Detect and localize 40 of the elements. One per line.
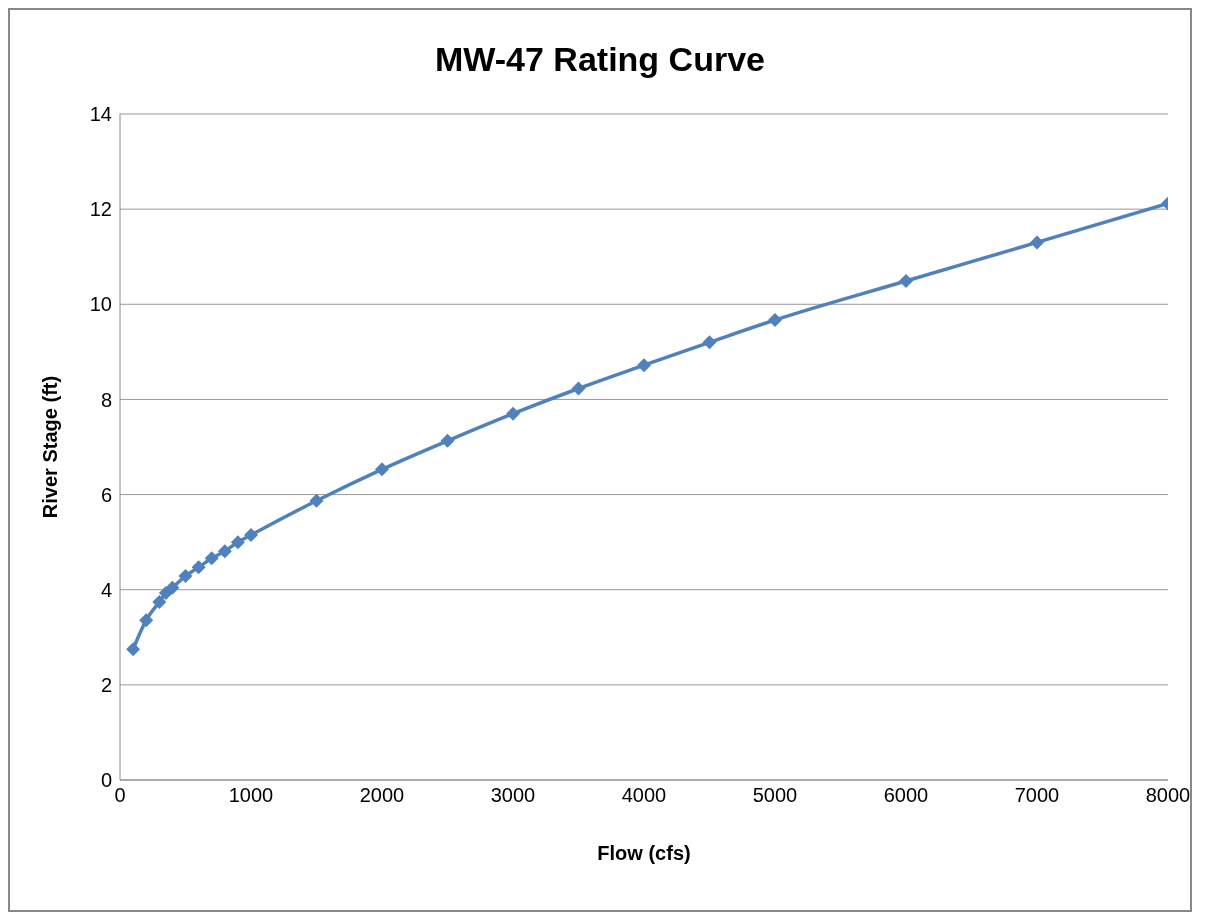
chart-title: MW-47 Rating Curve xyxy=(434,40,766,79)
point xyxy=(309,493,324,508)
point xyxy=(768,312,782,327)
y-axis-title: River Stage (ft) xyxy=(39,375,62,519)
point xyxy=(637,358,651,373)
point xyxy=(152,595,167,610)
point xyxy=(702,335,717,350)
point xyxy=(440,433,455,448)
x-tick-label: 7000 xyxy=(1014,784,1060,807)
point xyxy=(165,580,180,595)
x-tick-label: 5000 xyxy=(752,784,798,807)
x-tick-label: 0 xyxy=(114,784,126,807)
point xyxy=(191,560,206,575)
point xyxy=(217,544,232,559)
point xyxy=(244,528,258,543)
y-tick-label: 8 xyxy=(100,388,112,411)
x-tick-label: 6000 xyxy=(883,784,929,807)
x-tick-label: 2000 xyxy=(359,784,405,807)
point xyxy=(230,535,245,550)
point xyxy=(506,406,520,421)
y-tick-label: 10 xyxy=(89,293,112,316)
x-axis-title: Flow (cfs) xyxy=(597,842,691,864)
point xyxy=(899,273,913,288)
x-tick-label: 3000 xyxy=(490,784,536,807)
x-tick-label: 8000 xyxy=(1145,784,1191,807)
point xyxy=(571,381,586,396)
y-tick-label: 14 xyxy=(89,103,112,126)
point xyxy=(1030,235,1044,250)
y-tick-label: 2 xyxy=(100,673,112,696)
x-tick-label: 1000 xyxy=(228,784,274,807)
x-tick-label: 4000 xyxy=(621,784,667,807)
y-tick-label: 6 xyxy=(100,483,112,506)
y-tick-label: 4 xyxy=(100,578,112,601)
point xyxy=(375,462,389,477)
point xyxy=(204,551,219,566)
y-tick-label: 0 xyxy=(100,769,112,792)
y-tick-label: 12 xyxy=(89,198,112,221)
point xyxy=(139,613,154,628)
point xyxy=(178,568,193,583)
point xyxy=(126,642,141,657)
